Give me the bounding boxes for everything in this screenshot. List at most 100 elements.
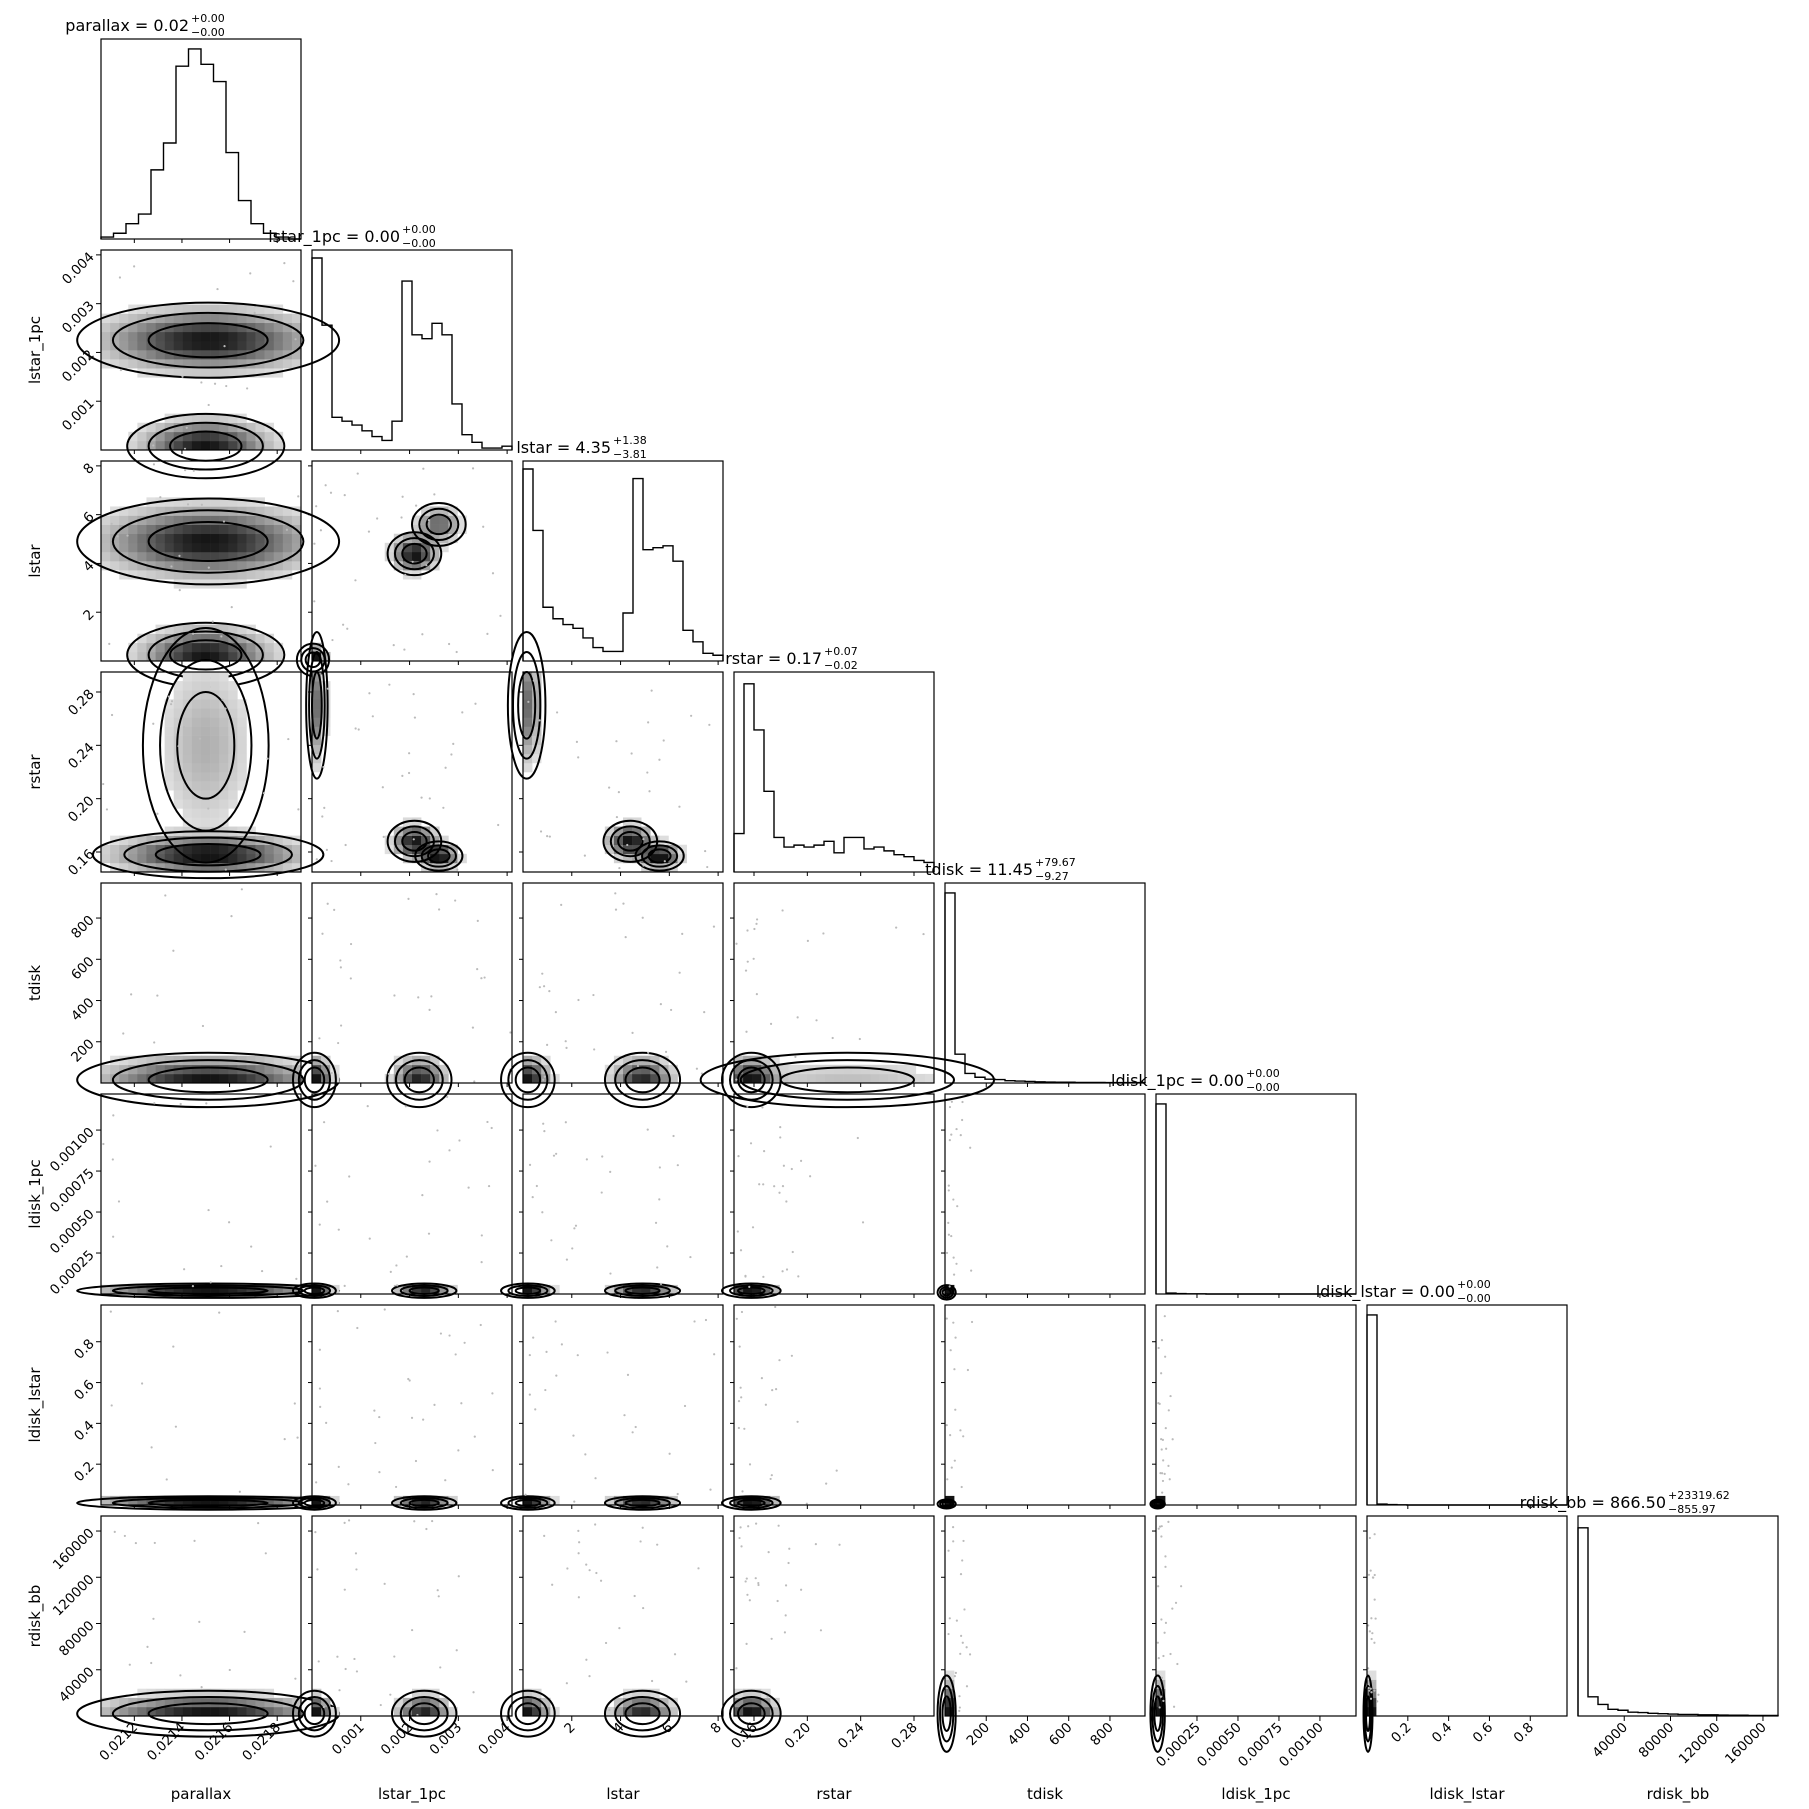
scatter-point <box>676 1492 679 1496</box>
density-cell <box>613 1706 624 1717</box>
scatter-point <box>112 1114 115 1117</box>
scatter-point <box>769 1477 772 1481</box>
scatter-point <box>706 865 709 869</box>
density-cell <box>191 1706 202 1717</box>
scatter-point <box>1371 1632 1374 1635</box>
scatter-point <box>1369 1687 1372 1690</box>
scatter-point <box>425 1527 428 1531</box>
density-cell <box>101 542 111 553</box>
panel-title-lstar: lstar = 4.35 +1.38−3.81 <box>516 434 646 461</box>
density-cell <box>421 542 431 553</box>
scatter-point <box>456 868 459 871</box>
density-cell <box>164 735 175 746</box>
density-cell <box>282 1073 293 1084</box>
density-cell <box>246 633 256 644</box>
density-cell <box>228 551 238 562</box>
density-cell <box>173 1688 184 1699</box>
density-cell <box>879 1073 889 1084</box>
density-cell <box>219 681 229 691</box>
density-cell <box>164 431 175 442</box>
density-cell <box>613 826 624 836</box>
density-cell <box>246 368 256 378</box>
density-cell <box>321 726 331 736</box>
density-cell <box>164 844 175 855</box>
density-cell <box>219 690 229 700</box>
contour-level-2 <box>939 1286 955 1299</box>
scatter-point <box>122 1032 125 1035</box>
density-cell <box>650 1073 660 1084</box>
density-cell <box>677 853 687 864</box>
density-cell <box>237 322 247 333</box>
panel-frame <box>733 1093 935 1295</box>
scatter-point <box>776 1599 779 1603</box>
density-cell <box>182 340 193 351</box>
scatter-point <box>318 1387 322 1390</box>
density-cell <box>101 515 111 525</box>
scatter-point <box>437 1595 440 1598</box>
density-cell <box>237 524 247 535</box>
scatter-point <box>1160 1535 1163 1538</box>
contour-level-1 <box>1364 1695 1372 1733</box>
density-cell <box>255 331 265 342</box>
panel-frame <box>733 671 935 873</box>
scatter-point <box>448 1149 451 1152</box>
scatter-point <box>948 1617 951 1620</box>
contour-level-1 <box>941 1695 952 1733</box>
contour-level-1 <box>147 1702 269 1726</box>
scatter-point <box>959 1652 962 1655</box>
density-cell <box>146 1495 156 1506</box>
scatter-point <box>1163 1315 1166 1318</box>
scatter-point <box>969 1146 972 1149</box>
scatter-point <box>396 1284 399 1287</box>
joint-panel-tdisk-vs-rstar <box>699 882 996 1109</box>
density-cell <box>228 1697 238 1708</box>
density-cell <box>219 515 229 525</box>
scatter-point <box>321 932 324 935</box>
density-cell <box>219 440 229 451</box>
density-cell <box>164 1688 175 1699</box>
density-cell <box>128 862 138 873</box>
density-cell <box>173 690 184 700</box>
density-cell <box>210 633 220 644</box>
density-cell <box>321 1055 331 1066</box>
density-cell <box>201 350 211 360</box>
density-cell <box>182 1284 193 1295</box>
scatter-point <box>192 469 195 472</box>
contour-level-2 <box>297 1497 332 1509</box>
density-cell <box>237 772 247 782</box>
density-cell <box>191 781 202 791</box>
density-cell <box>439 1284 449 1295</box>
density-cell <box>312 735 322 746</box>
density-cell <box>770 1495 780 1506</box>
scatter-point <box>673 1653 677 1656</box>
scatter-point <box>790 1354 793 1357</box>
inner-ticks <box>730 1129 915 1298</box>
scatter-point <box>344 1667 347 1671</box>
scatter-point <box>428 1160 431 1163</box>
density-cell <box>173 497 184 507</box>
density-cell <box>291 340 302 351</box>
scatter-point <box>353 1657 356 1661</box>
panel-frame <box>733 1515 935 1717</box>
density-cell <box>412 1064 422 1075</box>
density-cell <box>137 1706 147 1717</box>
density-cell <box>201 642 211 653</box>
density-cell <box>532 753 542 764</box>
density-cell <box>101 551 111 562</box>
density-cell <box>532 1706 542 1717</box>
scatter-point <box>357 728 360 731</box>
density-cell <box>210 350 220 360</box>
density-cell <box>237 708 247 718</box>
scatter-point <box>152 444 155 447</box>
density-cell <box>623 1697 633 1708</box>
density-cell <box>164 624 175 635</box>
contour-level-2 <box>939 1499 955 1509</box>
inner-ticks <box>519 691 719 876</box>
density-cell <box>613 1284 624 1295</box>
density-cell <box>228 413 238 424</box>
contour-level-2 <box>507 1696 549 1732</box>
y-tick-label: 0.8 <box>71 1336 98 1363</box>
density-cell <box>393 1073 404 1084</box>
density-cell <box>237 781 247 791</box>
